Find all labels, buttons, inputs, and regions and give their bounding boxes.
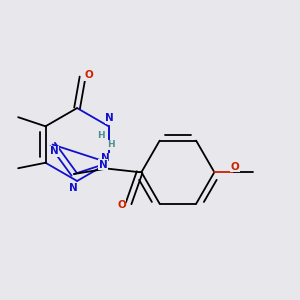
Text: N: N	[50, 146, 59, 156]
Text: N: N	[69, 183, 78, 193]
Text: H: H	[98, 131, 105, 140]
Text: H: H	[106, 140, 114, 149]
Text: O: O	[231, 162, 239, 172]
Text: O: O	[85, 70, 94, 80]
Text: O: O	[117, 200, 126, 210]
Text: N: N	[99, 160, 107, 170]
Text: N: N	[105, 113, 114, 123]
Text: N: N	[100, 153, 109, 164]
